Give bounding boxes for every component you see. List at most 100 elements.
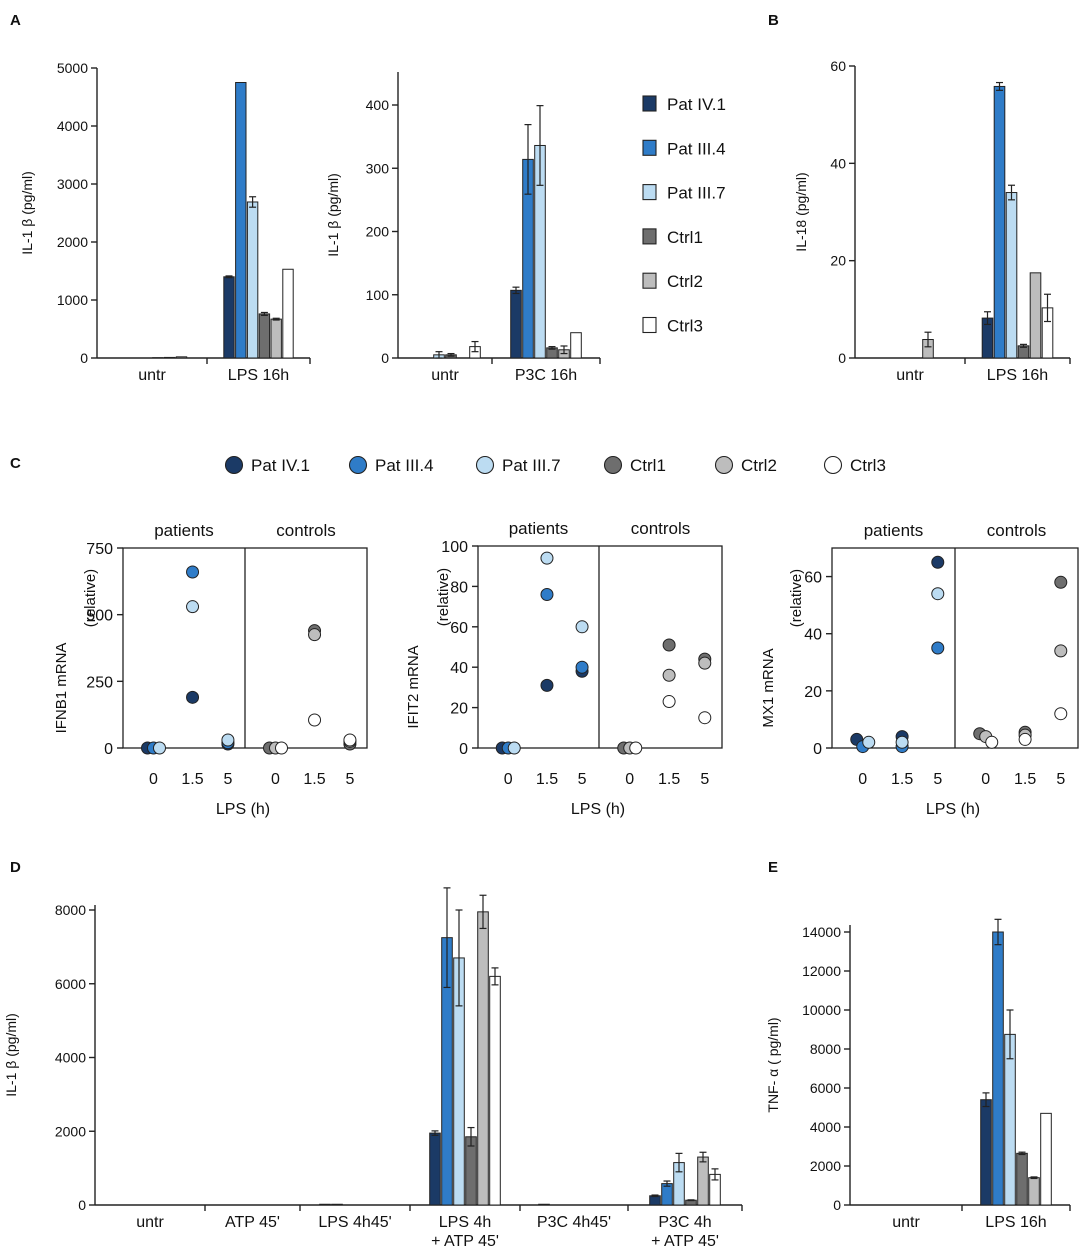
data-point: [275, 741, 288, 755]
x-tick-label: 1.5: [303, 771, 325, 788]
legend-swatch: [642, 184, 657, 201]
x-tick-label: 5: [578, 771, 587, 788]
y-axis-title: IL-1 β (pg/ml): [3, 1013, 19, 1097]
data-point: [308, 713, 322, 727]
data-point: [931, 555, 945, 569]
data-point: [540, 587, 554, 601]
group-label-patients: patients: [509, 519, 569, 538]
x-tick-label: P3C 16h: [515, 367, 577, 384]
y-tick-label: 60: [450, 620, 468, 637]
legend-label: Pat IV.1: [251, 456, 310, 475]
x-tick-label: 0: [149, 771, 158, 788]
chart-c-ifit2: patients controls 0 20 40 60 80 100 IFIT2 mRNA (r…: [405, 519, 723, 818]
x-tick-label: + ATP 45': [651, 1233, 719, 1250]
legend-label: Pat III.4: [375, 456, 434, 475]
x-tick-label: 5: [1056, 771, 1065, 788]
chart-d-il1b-atp: 0 2000 4000 6000 8000 IL-1 β (pg/ml) untr ATP 4…: [3, 887, 743, 1250]
data-point: [895, 735, 909, 749]
legend-label: Ctrl3: [667, 317, 703, 336]
x-tick-label: 1.5: [181, 771, 203, 788]
y-tick-label: 2000: [55, 1123, 86, 1139]
bar: [465, 1136, 477, 1206]
y-tick-label: 0: [78, 1197, 86, 1213]
y-axis-title: IFIT2 mRNA: [405, 645, 422, 728]
legend-label: Ctrl2: [667, 272, 703, 291]
y-tick-label: 6000: [55, 976, 86, 992]
data-point: [186, 690, 200, 704]
y-tick-label: 10000: [802, 1002, 841, 1018]
y-axis-title: IFNB1 mRNA: [53, 643, 70, 734]
y-tick-label: 40: [450, 660, 468, 677]
legend-label: Ctrl1: [630, 456, 666, 475]
y-tick-label: 2000: [57, 234, 88, 250]
group-label-patients: patients: [864, 521, 924, 540]
y-axis-title: MX1 mRNA: [760, 648, 777, 727]
y-tick-label: 400: [366, 97, 390, 113]
legend-label: Ctrl2: [741, 456, 777, 475]
y-tick-label: 2000: [810, 1158, 841, 1174]
data-point: [540, 678, 554, 692]
y-tick-label: 20: [830, 253, 846, 269]
x-tick-label: P3C 4h45': [537, 1214, 611, 1231]
data-point: [186, 600, 200, 614]
x-tick-label: 5: [345, 771, 354, 788]
data-point: [343, 733, 357, 747]
x-tick-label: ATP 45': [225, 1214, 280, 1231]
y-tick-label: 8000: [55, 902, 86, 918]
y-axis-title: IL-1 β (pg/ml): [325, 173, 341, 257]
legend-dot: [475, 455, 495, 475]
y-tick-label: 12000: [802, 963, 841, 979]
bar: [270, 318, 282, 359]
panel-label-c: C: [10, 455, 21, 472]
x-tick-label: LPS 16h: [228, 367, 289, 384]
group-label-patients: patients: [154, 521, 214, 540]
y-tick-label: 4000: [55, 1050, 86, 1066]
x-tick-label: LPS 4h45': [318, 1214, 391, 1231]
x-tick-label: LPS 16h: [987, 367, 1048, 384]
x-tick-label: LPS 4h: [439, 1214, 491, 1231]
legend-dot: [224, 455, 244, 475]
y-axis-title: TNF- α ( pg/ml): [765, 1017, 781, 1112]
y-tick-label: 6000: [810, 1080, 841, 1096]
legend-swatch: [642, 95, 657, 112]
legend-label: Pat IV.1: [667, 95, 726, 114]
y-tick-label: 250: [86, 674, 113, 691]
chart-a-il1b-p3c: 0 100 200 300 400 IL-1 β (pg/ml) untr P3C 16h: [325, 72, 601, 384]
plot-frame: [477, 545, 723, 749]
data-point: [931, 641, 945, 655]
y-tick-label: 0: [838, 350, 846, 366]
y-tick-label: 200: [366, 224, 390, 240]
bar: [1016, 1152, 1028, 1206]
legend-dot: [348, 455, 368, 475]
x-axis-title: LPS (h): [571, 801, 625, 818]
y-tick-label: 750: [86, 541, 113, 558]
y-tick-label: 0: [381, 350, 389, 366]
y-tick-label: 0: [104, 741, 113, 758]
bar: [1028, 1177, 1040, 1206]
y-tick-label: 60: [830, 58, 846, 74]
data-point: [308, 628, 322, 642]
panel-label-d: D: [10, 859, 21, 876]
data-point: [698, 656, 712, 670]
x-tick-label: untr: [896, 367, 924, 384]
x-tick-label: + ATP 45': [431, 1233, 499, 1250]
data-point: [931, 587, 945, 601]
bar: [510, 289, 522, 359]
data-point: [540, 551, 554, 565]
bar: [661, 1183, 673, 1206]
bar: [429, 1132, 441, 1206]
y-tick-label: 0: [80, 350, 88, 366]
y-tick-label: 0: [459, 741, 468, 758]
legend-label: Pat III.4: [667, 139, 726, 158]
x-tick-label: 1.5: [891, 771, 913, 788]
data-point: [985, 735, 999, 749]
legend-swatch: [642, 272, 657, 289]
legend-dot: [823, 455, 843, 475]
data-point: [1054, 644, 1068, 658]
bar: [1040, 1112, 1052, 1206]
y-axis-title-unit: (relative): [788, 569, 805, 627]
x-axis-title: LPS (h): [216, 801, 270, 818]
x-tick-label: LPS 16h: [985, 1214, 1046, 1231]
